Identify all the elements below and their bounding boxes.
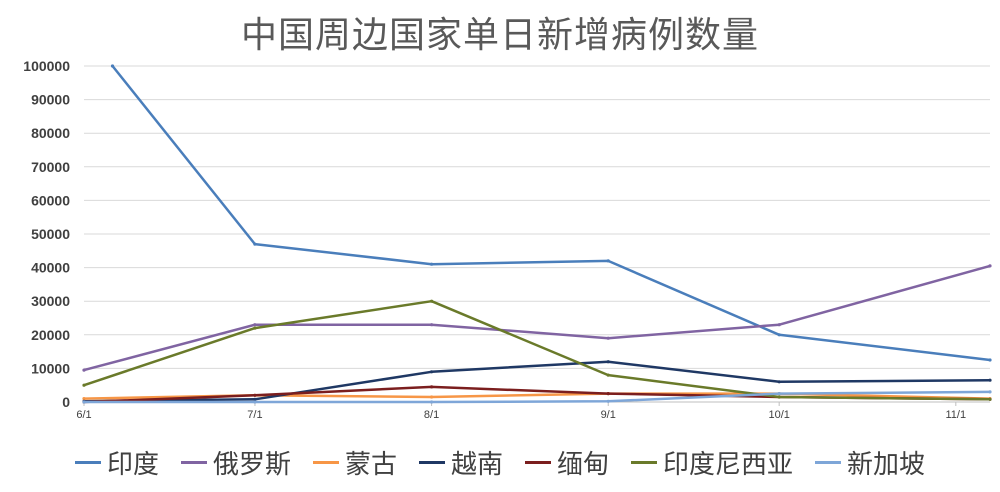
data-point [82, 383, 86, 387]
data-point [606, 360, 610, 364]
y-tick-label: 90000 [31, 92, 70, 108]
data-point [777, 380, 781, 384]
legend-label: 越南 [450, 449, 503, 480]
legend-label: 新加坡 [847, 449, 926, 480]
legend-item: 印度尼西亚 [631, 444, 793, 481]
legend-item: 越南 [418, 444, 503, 481]
series-line-1 [83, 264, 991, 372]
data-point [253, 400, 257, 404]
data-point [606, 259, 610, 263]
legend-label: 印度尼西亚 [663, 449, 794, 480]
series-line-5 [83, 299, 991, 401]
legend-swatch [180, 460, 207, 464]
x-tick-label: 8/1 [424, 409, 439, 421]
x-tick-label: 9/1 [601, 409, 616, 421]
legend-label: 俄罗斯 [212, 449, 291, 480]
data-point [253, 397, 257, 401]
plot-area: 0 10000 20000 30000 40000 50000 60000 70000 8000… [23, 58, 992, 421]
data-point [777, 333, 781, 337]
series-line-0 [111, 65, 991, 362]
data-point [988, 264, 992, 268]
data-point [988, 378, 992, 382]
x-tick-label: 11/1 [946, 409, 967, 421]
legend-label: 印度 [106, 449, 159, 480]
y-tick-label: 60000 [31, 192, 70, 208]
legend-swatch [74, 460, 101, 464]
data-point [253, 326, 257, 330]
data-point [82, 368, 86, 372]
data-point [430, 299, 434, 303]
x-tick-label: 6/1 [76, 409, 91, 421]
data-point [606, 392, 610, 396]
legend-item: 俄罗斯 [180, 444, 291, 481]
chart-title: 中国周边国家单日新增病例数量 [240, 15, 759, 56]
y-tick-label: 70000 [31, 159, 70, 175]
data-point [777, 395, 781, 399]
legend-item: 印度 [74, 444, 159, 481]
data-point [253, 393, 257, 397]
series-line-6 [84, 390, 991, 404]
legend-swatch [525, 460, 551, 464]
data-point [988, 397, 992, 401]
legend-item: 新加坡 [815, 444, 925, 481]
y-tick-label: 80000 [31, 125, 70, 141]
data-point [606, 399, 610, 403]
data-point [253, 323, 257, 327]
data-point [110, 64, 115, 68]
data-point [430, 400, 434, 404]
x-tick-label: 7/1 [247, 409, 262, 421]
legend-label: 蒙古 [344, 449, 397, 480]
y-tick-label: 40000 [31, 260, 70, 276]
legend-swatch [418, 460, 445, 464]
data-point [82, 400, 86, 404]
data-point [606, 373, 610, 377]
x-tick-label: 10/1 [768, 409, 789, 421]
data-point [253, 242, 257, 246]
legend-swatch [312, 460, 339, 464]
legend-swatch [631, 460, 658, 464]
data-point [430, 370, 434, 374]
data-point [430, 262, 434, 266]
y-tick-label: 100000 [23, 58, 70, 74]
legend-swatch [815, 460, 842, 464]
y-tick-label: 20000 [31, 327, 70, 343]
data-point [777, 392, 781, 396]
y-tick-label: 10000 [31, 360, 70, 376]
data-point [777, 323, 781, 327]
data-point [430, 395, 434, 399]
data-point [430, 385, 434, 389]
legend-label: 缅甸 [557, 449, 610, 480]
data-point [430, 323, 434, 327]
y-tick-label: 50000 [31, 226, 70, 242]
y-tick-label: 30000 [31, 293, 70, 309]
legend-item: 蒙古 [312, 444, 397, 481]
data-point [988, 358, 992, 362]
data-point [606, 336, 610, 340]
y-tick-label: 0 [62, 394, 70, 410]
data-point [988, 390, 992, 394]
data-point [82, 397, 86, 401]
legend: 印度 俄罗斯 蒙古 越南 缅甸 印度尼西亚 新加坡 [0, 440, 1000, 484]
series-line-3 [83, 360, 991, 403]
legend-item: 缅甸 [525, 444, 609, 481]
